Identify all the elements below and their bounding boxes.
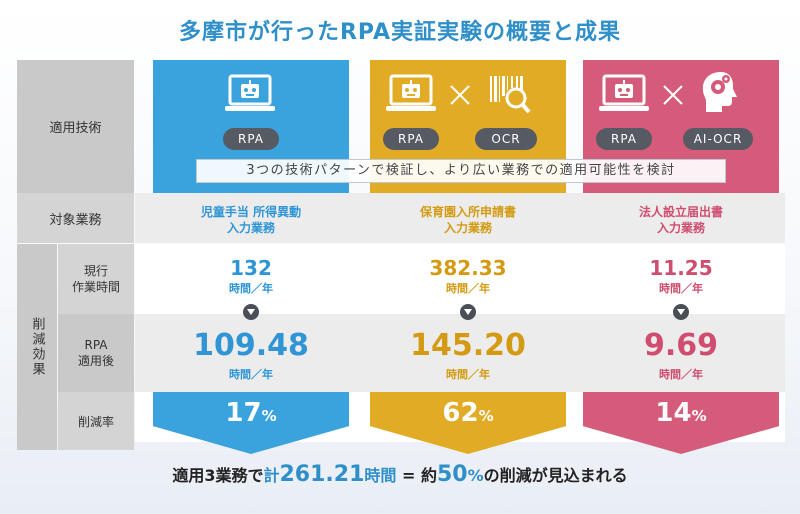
tech-pill-rpa: RPA xyxy=(596,128,652,150)
row-band-current xyxy=(135,244,785,314)
summary-part2: 計 xyxy=(263,466,280,485)
ai-head-gear-icon xyxy=(702,72,737,112)
arrow-down-icon xyxy=(243,304,259,320)
rate-arrow-rpa: 17% xyxy=(153,392,349,454)
summary-part1: 適用3業務で xyxy=(172,466,264,485)
task-rpa-ai-ocr: 法人設立届出書 入力業務 xyxy=(583,204,779,236)
summary-part8: の削減が見込まれる xyxy=(483,466,628,485)
task-rpa-ai-ocr-line1: 法人設立届出書 xyxy=(638,205,723,219)
row-band-after xyxy=(135,314,785,392)
arrow-down-icon xyxy=(673,304,689,320)
after-hours-rpa-ai-ocr: 9.69 xyxy=(643,328,719,363)
robot-laptop-icon xyxy=(599,74,649,111)
label-current-line2: 作業時間 xyxy=(71,280,120,294)
multiply-icon xyxy=(663,85,683,105)
rate-value-rpa-ocr: 62 xyxy=(442,398,479,428)
current-unit-rpa: 時間／年 xyxy=(229,282,273,295)
task-rpa-line1: 児童手当 所得異動 xyxy=(200,205,302,219)
after-unit-rpa-ai-ocr: 時間／年 xyxy=(659,368,703,381)
label-after-line2: 適用後 xyxy=(77,354,114,368)
current-unit-rpa-ai-ocr: 時間／年 xyxy=(659,282,703,295)
rate-arrow-rpa-ai-ocr: 14% xyxy=(583,392,779,454)
task-rpa-ocr: 保育園入所申請書 入力業務 xyxy=(370,204,566,236)
label-current-line1: 現行 xyxy=(83,264,108,278)
label-current: 現行 作業時間 xyxy=(58,244,134,314)
task-rpa-ocr-line1: 保育園入所申請書 xyxy=(419,205,516,219)
after-unit-rpa-ocr: 時間／年 xyxy=(446,368,490,381)
tech-pill-ocr: OCR xyxy=(475,128,537,150)
task-rpa-ocr-line2: 入力業務 xyxy=(443,221,492,235)
summary-percent-value: 50 xyxy=(436,462,468,487)
barcode-magnifier-icon xyxy=(490,76,531,114)
summary-part4: 時間 xyxy=(364,466,397,485)
rate-value-rpa-ai-ocr: 14 xyxy=(655,398,692,428)
arrow-down-icon xyxy=(460,304,476,320)
current-hours-rpa-ai-ocr: 11.25 xyxy=(649,256,713,280)
task-rpa: 児童手当 所得異動 入力業務 xyxy=(153,204,349,236)
label-after-line1: RPA xyxy=(84,338,108,352)
rate-value-rpa: 17 xyxy=(225,398,262,428)
task-rpa-ai-ocr-line2: 入力業務 xyxy=(656,221,705,235)
label-rate: 削減率 xyxy=(58,392,134,450)
robot-laptop-icon xyxy=(386,74,436,111)
tech-pill-rpa: RPA xyxy=(223,128,279,150)
summary-part5: = 約 xyxy=(396,466,437,485)
label-tech-text: 適用技術 xyxy=(49,121,102,136)
after-hours-rpa: 109.48 xyxy=(193,328,309,363)
page-title: 多摩市が行ったRPA実証実験の概要と成果 xyxy=(178,20,622,45)
current-unit-rpa-ocr: 時間／年 xyxy=(446,282,490,295)
banner-message: 3つの技術パターンで検証し、より広い業務での適用可能性を検討 xyxy=(196,159,726,183)
current-hours-rpa-ocr: 382.33 xyxy=(429,256,507,280)
row-band-target xyxy=(135,193,785,243)
tech-pill-ai-ocr: AI-OCR xyxy=(683,128,753,150)
multiply-icon xyxy=(450,85,470,105)
summary-total-hours: 261.21 xyxy=(279,462,365,487)
summary-line: 適用3業務で計261.21時間 = 約50%の削減が見込まれる xyxy=(0,462,800,487)
label-reduction: 削減効果 xyxy=(17,244,57,450)
label-target-text: 対象業務 xyxy=(49,212,102,228)
summary-percent-sign: % xyxy=(467,466,484,485)
label-target: 対象業務 xyxy=(17,193,134,243)
after-hours-rpa-ocr: 145.20 xyxy=(410,328,526,363)
label-tech: 適用技術 xyxy=(17,60,134,193)
label-after: RPA 適用後 xyxy=(58,314,134,392)
after-unit-rpa: 時間／年 xyxy=(229,368,273,381)
label-reduction-text: 削減効果 xyxy=(29,317,45,377)
rate-percent-rpa-ai-ocr: % xyxy=(691,407,707,425)
task-rpa-line2: 入力業務 xyxy=(226,221,275,235)
rate-percent-rpa-ocr: % xyxy=(478,407,494,425)
tech-pill-rpa: RPA xyxy=(383,128,439,150)
rate-percent-rpa: % xyxy=(261,407,277,425)
rate-arrow-rpa-ocr: 62% xyxy=(370,392,566,454)
label-rate-text: 削減率 xyxy=(77,414,114,429)
robot-laptop-icon xyxy=(225,74,275,111)
current-hours-rpa: 132 xyxy=(230,256,272,280)
